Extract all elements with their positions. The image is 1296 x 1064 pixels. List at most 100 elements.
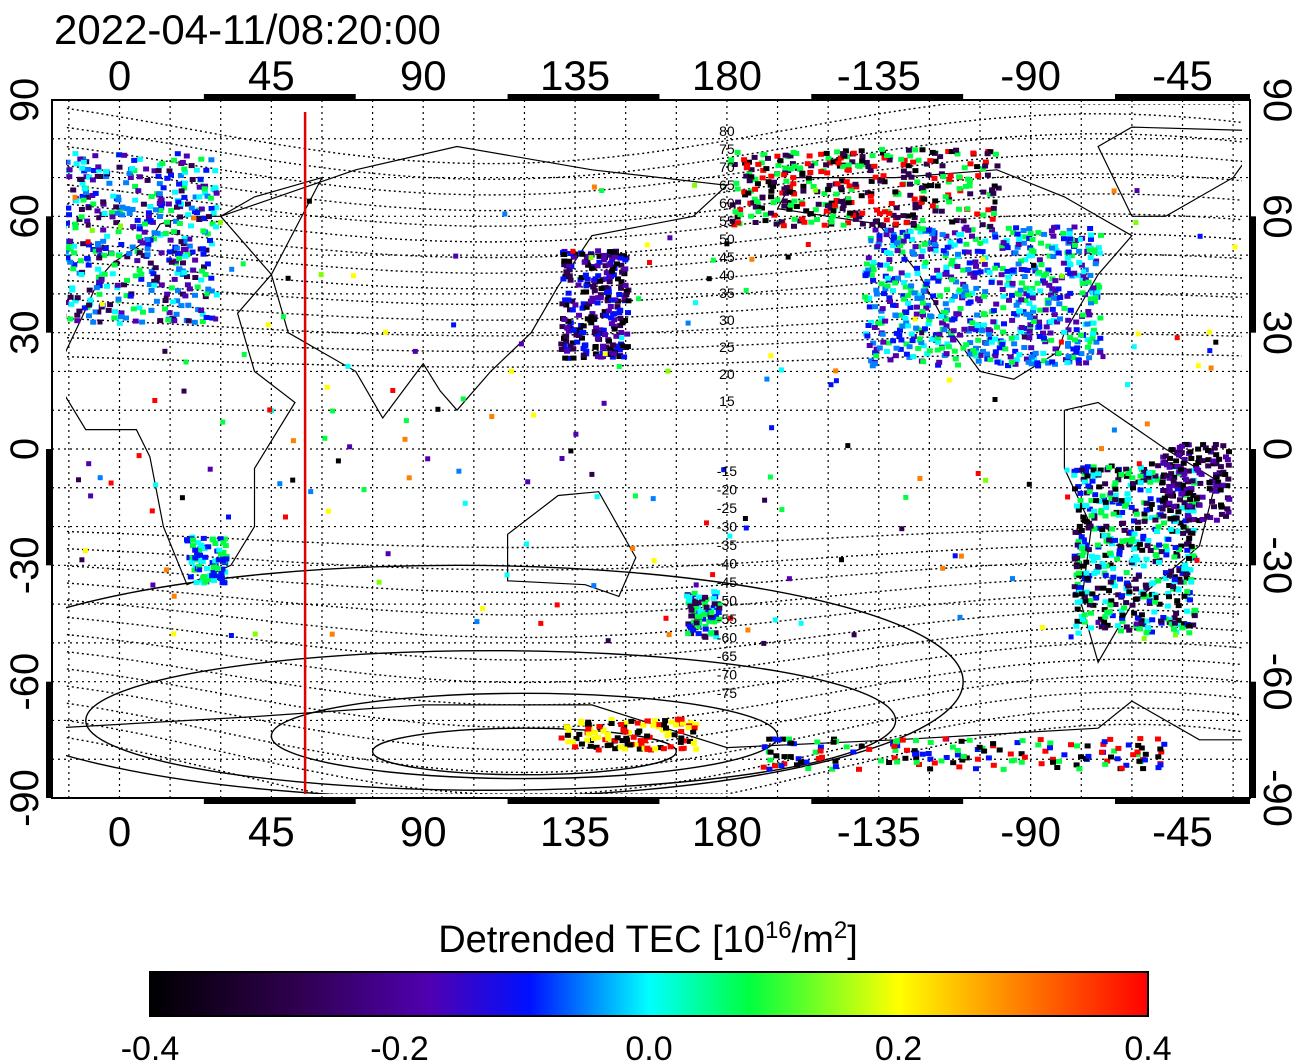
tec-point — [621, 253, 627, 259]
tec-point — [31, 157, 37, 162]
tec-point — [634, 720, 641, 726]
tec-point — [154, 274, 161, 280]
tec-point — [701, 612, 708, 617]
tec-point — [634, 742, 640, 748]
tec-point — [1067, 236, 1074, 242]
tec-point — [833, 197, 840, 203]
tec-point — [185, 201, 191, 207]
tec-point — [764, 376, 770, 382]
tec-point — [176, 181, 183, 187]
x-tick-label-bottom: -90 — [1000, 808, 1061, 855]
tec-point — [1081, 612, 1088, 618]
tec-point — [1188, 486, 1195, 492]
tec-point — [1133, 511, 1140, 517]
tec-point — [204, 193, 211, 199]
contour-label: -15 — [717, 463, 737, 479]
tec-point — [902, 315, 909, 321]
tec-point — [1088, 348, 1095, 354]
tec-point — [606, 279, 613, 285]
tec-point — [86, 242, 92, 248]
tec-point — [625, 310, 631, 316]
tec-point — [1005, 363, 1011, 368]
tec-point — [1128, 560, 1135, 566]
tec-point — [1086, 602, 1093, 608]
tec-point — [981, 748, 988, 754]
tec-point — [791, 163, 798, 169]
tec-point — [872, 350, 879, 356]
tec-point — [1087, 296, 1094, 302]
tec-point — [1050, 254, 1057, 259]
tec-point — [1051, 225, 1057, 231]
tec-point — [947, 173, 954, 179]
tec-point — [992, 336, 998, 342]
tec-point — [116, 253, 122, 258]
tec-point — [1144, 421, 1150, 427]
tec-point — [1141, 518, 1148, 524]
tec-point — [144, 177, 151, 183]
tec-point — [773, 221, 780, 227]
tec-point — [882, 286, 889, 292]
tec-point — [690, 729, 697, 735]
tec-point — [677, 739, 684, 745]
tec-point — [1074, 743, 1080, 749]
tec-point — [830, 739, 837, 745]
contour-line — [66, 133, 1242, 196]
tec-point — [191, 215, 197, 221]
tec-point — [1092, 261, 1099, 267]
tec-point — [203, 247, 210, 253]
tec-point — [145, 242, 152, 248]
tec-point — [583, 304, 590, 310]
tec-point — [132, 273, 139, 279]
tec-point — [863, 159, 870, 165]
tec-point — [561, 258, 568, 264]
contour-label: -60 — [717, 630, 737, 646]
tec-point — [927, 158, 934, 164]
tec-point — [1080, 514, 1087, 520]
tec-point — [565, 318, 572, 324]
tec-point — [1177, 497, 1183, 503]
tec-point — [941, 327, 948, 333]
tec-point — [599, 188, 605, 194]
tec-point — [947, 243, 954, 249]
tec-point — [980, 256, 986, 262]
tec-point — [979, 222, 986, 228]
tec-point — [783, 178, 790, 184]
y-tick-label-left: -60 — [3, 653, 47, 711]
tec-point — [807, 170, 814, 175]
tec-point — [85, 194, 91, 200]
tec-point — [1174, 528, 1181, 534]
tec-point — [934, 267, 941, 273]
tec-point — [905, 147, 912, 153]
tec-point — [1035, 363, 1041, 369]
tec-point — [686, 597, 693, 603]
tec-point — [903, 220, 910, 226]
tec-point — [800, 183, 807, 189]
tec-point — [1123, 600, 1130, 606]
tec-point — [1086, 312, 1093, 318]
tec-point — [1206, 329, 1212, 335]
tec-point — [150, 582, 156, 588]
tec-point — [1176, 568, 1183, 573]
tec-point — [1090, 602, 1097, 608]
tec-point — [1179, 625, 1186, 631]
tec-point — [226, 514, 231, 520]
tec-point — [858, 743, 865, 749]
tec-point — [1184, 547, 1191, 553]
tec-point — [1098, 510, 1105, 516]
tec-point — [918, 254, 925, 260]
tec-point — [987, 191, 994, 197]
tec-point — [734, 186, 741, 192]
tec-point — [1142, 751, 1149, 757]
tec-point — [1097, 616, 1104, 622]
tec-point — [102, 246, 109, 251]
tec-point — [1025, 312, 1032, 318]
tec-point — [934, 347, 941, 353]
tec-point — [1104, 622, 1111, 628]
tec-point — [1109, 613, 1116, 619]
tec-point — [962, 284, 969, 290]
tec-point — [151, 282, 158, 288]
tec-point — [904, 272, 911, 278]
tec-point — [898, 270, 905, 276]
tec-point — [790, 175, 797, 181]
